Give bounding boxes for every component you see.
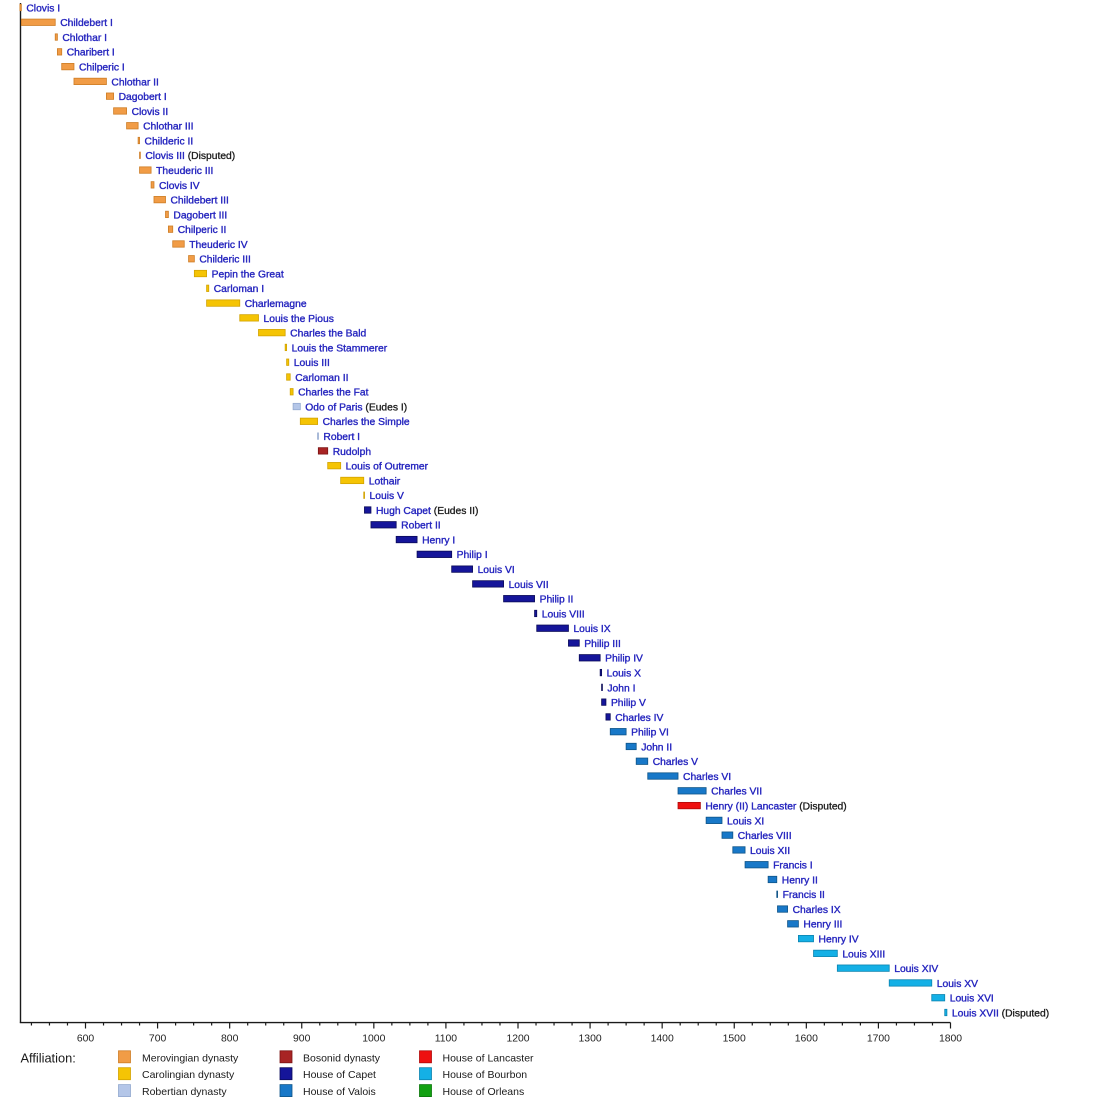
svg-text:Charles VII: Charles VII	[711, 787, 762, 798]
svg-text:600: 600	[77, 1033, 95, 1044]
svg-text:Henry I: Henry I	[422, 535, 455, 546]
svg-text:700: 700	[149, 1033, 167, 1044]
svg-text:Charles the Bald: Charles the Bald	[290, 329, 366, 340]
svg-text:John I: John I	[607, 683, 635, 694]
svg-text:Theuderic IV: Theuderic IV	[189, 240, 248, 251]
svg-text:Louis XIV: Louis XIV	[894, 964, 938, 975]
svg-text:Charlemagne: Charlemagne	[245, 299, 307, 310]
svg-text:Childebert III: Childebert III	[171, 196, 229, 207]
svg-text:Robert II: Robert II	[401, 521, 441, 532]
svg-text:Charibert I: Charibert I	[67, 48, 115, 59]
svg-text:Pepin the Great: Pepin the Great	[212, 269, 284, 280]
svg-text:800: 800	[221, 1033, 239, 1044]
svg-text:Charles the Fat: Charles the Fat	[298, 388, 369, 399]
svg-text:Louis the Stammerer: Louis the Stammerer	[292, 343, 388, 354]
svg-text:Charles IV: Charles IV	[615, 713, 663, 724]
svg-text:Robertian dynasty: Robertian dynasty	[142, 1086, 227, 1098]
svg-text:John II: John II	[641, 742, 672, 753]
svg-text:Childeric II: Childeric II	[145, 136, 194, 147]
svg-text:Chlothar II: Chlothar II	[111, 77, 159, 88]
svg-text:Charles IX: Charles IX	[793, 905, 841, 916]
svg-text:House of Orleans: House of Orleans	[443, 1086, 525, 1098]
svg-text:Louis of Outremer: Louis of Outremer	[346, 462, 429, 473]
svg-text:Louis the Pious: Louis the Pious	[264, 314, 334, 325]
svg-text:Henry IV: Henry IV	[819, 935, 859, 946]
svg-text:House of Bourbon: House of Bourbon	[443, 1069, 528, 1081]
svg-text:Louis XVI: Louis XVI	[950, 994, 994, 1005]
svg-text:Lothair: Lothair	[369, 476, 401, 487]
svg-text:Philip VI: Philip VI	[631, 728, 669, 739]
svg-text:House of Valois: House of Valois	[303, 1086, 376, 1098]
svg-text:900: 900	[293, 1033, 311, 1044]
svg-text:Louis IX: Louis IX	[573, 624, 610, 635]
svg-text:Louis V: Louis V	[370, 491, 404, 502]
svg-text:Henry II: Henry II	[782, 875, 818, 886]
svg-text:Childeric III: Childeric III	[199, 255, 251, 266]
svg-text:Chilperic II: Chilperic II	[178, 225, 227, 236]
svg-text:Clovis II: Clovis II	[132, 107, 169, 118]
svg-text:Merovingian dynasty: Merovingian dynasty	[142, 1052, 239, 1064]
svg-text:Bosonid dynasty: Bosonid dynasty	[303, 1052, 381, 1064]
svg-text:Carolingian dynasty: Carolingian dynasty	[142, 1069, 235, 1081]
svg-text:Henry III: Henry III	[803, 920, 842, 931]
svg-text:1400: 1400	[651, 1033, 674, 1044]
svg-text:Charles VIII: Charles VIII	[738, 831, 792, 842]
svg-text:1200: 1200	[506, 1033, 529, 1044]
svg-text:Dagobert I: Dagobert I	[119, 92, 167, 103]
svg-text:Philip III: Philip III	[584, 639, 621, 650]
svg-text:Rudolph: Rudolph	[333, 447, 372, 458]
svg-text:1600: 1600	[795, 1033, 818, 1044]
svg-text:Philip I: Philip I	[457, 550, 488, 561]
svg-text:Francis I: Francis I	[773, 861, 812, 872]
svg-text:Chlothar III: Chlothar III	[143, 122, 193, 133]
svg-text:Clovis IV: Clovis IV	[159, 181, 200, 192]
svg-text:1700: 1700	[867, 1033, 890, 1044]
svg-text:Louis X: Louis X	[607, 668, 641, 679]
svg-text:Theuderic III: Theuderic III	[156, 166, 213, 177]
svg-text:House of Capet: House of Capet	[303, 1069, 376, 1081]
svg-text:House of Lancaster: House of Lancaster	[443, 1052, 535, 1064]
svg-text:Carloman II: Carloman II	[295, 373, 348, 384]
svg-text:Louis VI: Louis VI	[478, 565, 515, 576]
svg-text:Charles VI: Charles VI	[683, 772, 731, 783]
svg-text:Clovis I: Clovis I	[26, 3, 60, 14]
svg-text:Louis XII: Louis XII	[750, 846, 790, 857]
svg-text:Henry (II) Lancaster (Disputed: Henry (II) Lancaster (Disputed)	[705, 801, 846, 812]
svg-text:Philip IV: Philip IV	[605, 654, 643, 665]
svg-text:Chlothar I: Chlothar I	[62, 33, 107, 44]
svg-text:Francis II: Francis II	[783, 890, 825, 901]
svg-text:Louis XI: Louis XI	[727, 816, 764, 827]
svg-text:Louis XV: Louis XV	[937, 979, 978, 990]
svg-text:Hugh Capet (Eudes II): Hugh Capet (Eudes II)	[376, 506, 478, 517]
svg-text:1000: 1000	[362, 1033, 385, 1044]
svg-text:Charles the Simple: Charles the Simple	[323, 417, 410, 428]
svg-text:Dagobert III: Dagobert III	[173, 210, 227, 221]
svg-text:Chilperic I: Chilperic I	[79, 63, 125, 74]
svg-text:Louis XVII (Disputed): Louis XVII (Disputed)	[952, 1008, 1049, 1019]
svg-text:Childebert I: Childebert I	[60, 18, 113, 29]
svg-text:Robert I: Robert I	[323, 432, 360, 443]
svg-text:Louis VII: Louis VII	[509, 580, 549, 591]
svg-text:Clovis III (Disputed): Clovis III (Disputed)	[145, 151, 235, 162]
svg-text:Affiliation:: Affiliation:	[21, 1050, 76, 1065]
svg-text:Louis VIII: Louis VIII	[542, 609, 585, 620]
svg-text:Charles V: Charles V	[653, 757, 698, 768]
svg-text:1500: 1500	[723, 1033, 746, 1044]
svg-text:1800: 1800	[939, 1033, 962, 1044]
svg-text:Philip II: Philip II	[540, 595, 574, 606]
svg-text:Carloman I: Carloman I	[214, 284, 264, 295]
svg-text:Louis XIII: Louis XIII	[842, 949, 885, 960]
svg-text:Odo of Paris (Eudes I): Odo of Paris (Eudes I)	[305, 402, 407, 413]
svg-text:Louis III: Louis III	[294, 358, 330, 369]
svg-text:Philip V: Philip V	[611, 698, 646, 709]
svg-text:1300: 1300	[579, 1033, 602, 1044]
svg-text:1100: 1100	[435, 1033, 458, 1044]
